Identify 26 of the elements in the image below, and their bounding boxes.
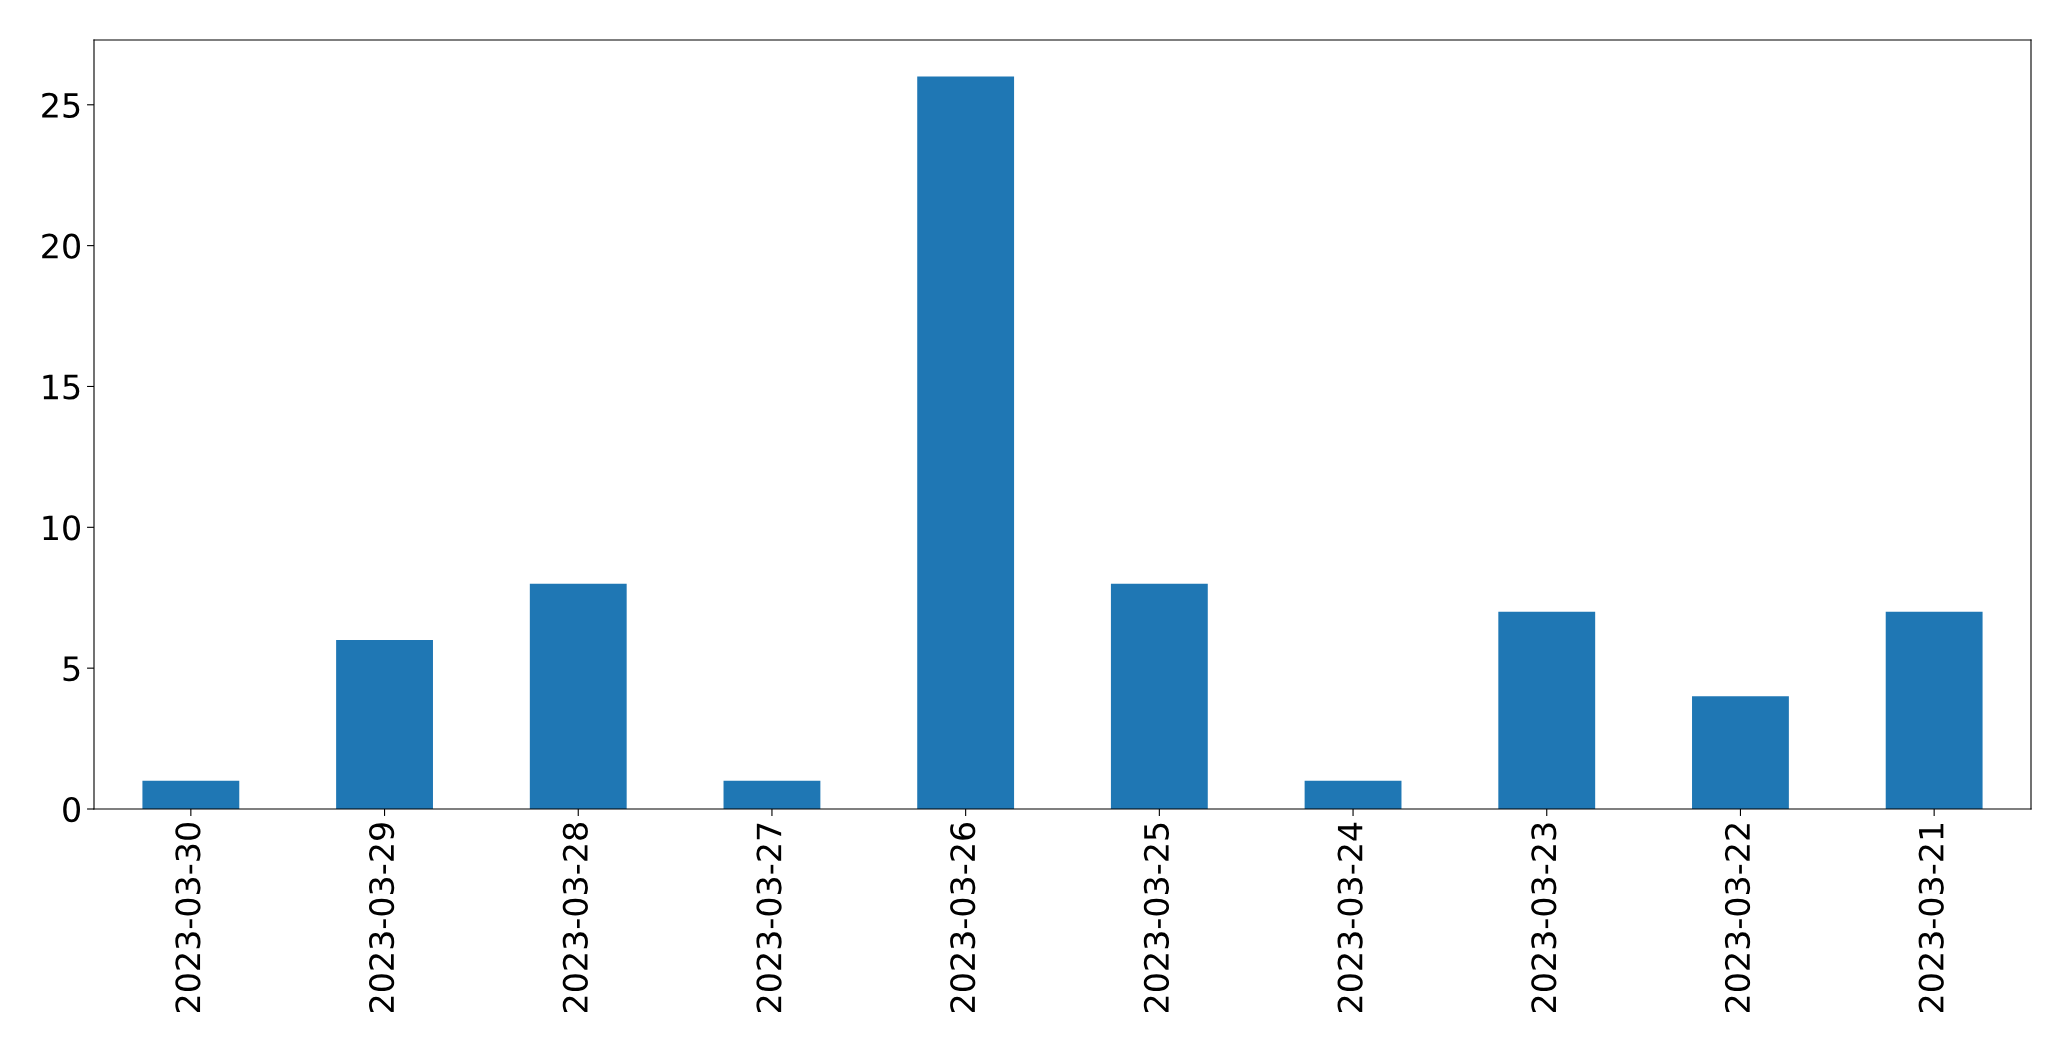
x-tick-label: 2023-03-24 (1337, 822, 1363, 1013)
bar (917, 76, 1015, 809)
bar (723, 780, 821, 809)
x-tick-label: 2023-03-27 (756, 823, 782, 1013)
y-tick-label: 10 (43, 515, 80, 541)
bar (142, 780, 240, 809)
y-tick-label: 25 (42, 92, 80, 118)
x-tick-label: 2023-03-23 (1531, 823, 1557, 1013)
y-tick-label: 20 (42, 233, 80, 259)
x-tick-label: 2023-03-22 (1724, 824, 1751, 1013)
bar (1110, 583, 1208, 809)
bar (1304, 780, 1402, 809)
bar (529, 583, 627, 809)
y-tick-label: 15 (43, 374, 80, 400)
bar (1692, 696, 1789, 809)
x-tick-label: 2023-03-21 (1918, 823, 1944, 1013)
x-tick-label: 2023-03-29 (369, 823, 395, 1013)
x-tick-label: 2023-03-28 (562, 823, 588, 1013)
x-tick-label: 2023-03-30 (175, 823, 201, 1013)
bar (1885, 611, 1983, 809)
bar (1498, 611, 1596, 809)
bar (336, 639, 433, 809)
x-tick-label: 2023-03-25 (1143, 823, 1170, 1013)
x-tick-label: 2023-03-26 (950, 822, 976, 1013)
y-tick-label: 5 (63, 656, 80, 682)
y-tick-label: 0 (63, 796, 80, 823)
